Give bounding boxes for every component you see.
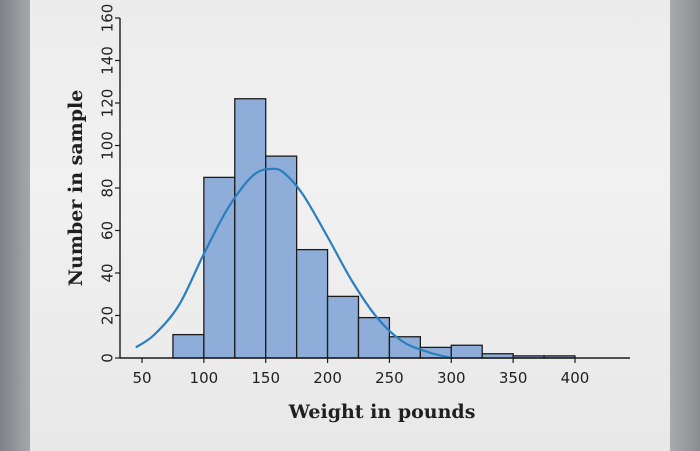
histogram-bar-1 — [172, 333, 205, 359]
paper-page — [30, 0, 670, 451]
x-tick-label: 100 — [190, 369, 219, 387]
histogram-bar-7 — [357, 316, 391, 359]
y-tick-label: 160 — [98, 4, 116, 33]
x-tick-label: 50 — [132, 369, 151, 387]
x-axis-title: Weight in pounds — [288, 401, 476, 423]
y-tick-label: 0 — [98, 353, 116, 363]
x-ticks-group: 50 100 150 200 250 300 350 400 — [132, 358, 589, 387]
y-tick-label: 140 — [98, 46, 116, 75]
histogram-bar-3 — [234, 98, 267, 359]
histogram-bar-4 — [265, 155, 298, 359]
bars-group — [172, 98, 576, 359]
x-tick-label: 150 — [251, 369, 280, 387]
y-tick-label: 20 — [98, 306, 116, 325]
histogram-bar-10 — [450, 344, 483, 359]
histogram-bar-6 — [326, 295, 360, 359]
x-tick-label: 400 — [561, 369, 590, 387]
y-ticks-group: 0 20 40 60 80 100 120 140 160 — [98, 4, 120, 363]
x-tick-label: 300 — [437, 369, 466, 387]
y-tick-label: 80 — [98, 178, 116, 197]
y-tick-label: 40 — [98, 263, 116, 282]
normal-curve — [135, 167, 452, 360]
y-tick-label: 100 — [98, 131, 116, 160]
y-axis-title: Number in sample — [65, 90, 87, 287]
x-tick-label: 250 — [375, 369, 404, 387]
x-tick-label: 200 — [313, 369, 342, 387]
x-tick-label: 350 — [499, 369, 528, 387]
y-tick-label: 120 — [98, 89, 116, 118]
y-tick-label: 60 — [98, 221, 116, 240]
histogram-bar-5 — [295, 248, 329, 359]
